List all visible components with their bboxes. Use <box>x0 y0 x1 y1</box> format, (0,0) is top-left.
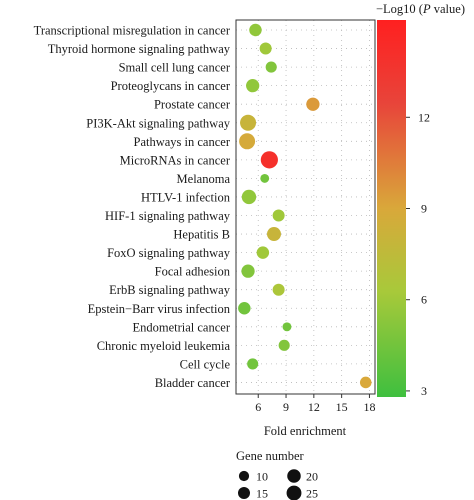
plot-frame <box>235 19 376 395</box>
data-point <box>247 358 259 370</box>
colorbar-title-suffix: value) <box>431 2 465 16</box>
colorbar-tick-label: 12 <box>418 110 430 124</box>
category-labels: Transcriptional misregulation in cancer T… <box>34 24 231 390</box>
data-point <box>259 42 272 55</box>
size-legend-label: 25 <box>306 487 318 500</box>
x-axis-title: Fold enrichment <box>264 424 347 438</box>
size-legend-marker <box>238 470 250 482</box>
category-label: Hepatitis B <box>173 228 230 242</box>
data-points <box>238 23 372 389</box>
data-point <box>272 209 285 222</box>
category-label: Prostate cancer <box>154 98 231 112</box>
data-point <box>282 322 292 332</box>
colorbar-tick-label: 6 <box>421 293 427 307</box>
category-label: MicroRNAs in cancer <box>120 153 231 167</box>
colorbar-title: −Log10 (P value) <box>376 2 465 16</box>
colorbar-tick-label: 9 <box>421 202 427 216</box>
data-point <box>359 376 372 389</box>
data-point <box>246 79 260 93</box>
data-point <box>249 23 262 37</box>
colorbar-tick-label: 3 <box>421 384 427 398</box>
colorbar-title-prefix: −Log10 ( <box>376 2 423 16</box>
colorbar <box>377 20 406 397</box>
data-point <box>241 189 257 205</box>
category-label: Transcriptional misregulation in cancer <box>34 24 231 38</box>
size-legend-marker <box>286 485 302 500</box>
category-label: PI3K-Akt signaling pathway <box>86 116 230 130</box>
category-label: Endometrial cancer <box>132 320 230 334</box>
size-legend-title: Gene number <box>236 449 305 463</box>
category-label: Thyroid hormone signaling pathway <box>48 42 231 56</box>
data-point <box>260 151 278 169</box>
data-point <box>240 114 257 131</box>
data-point <box>272 283 285 296</box>
category-label: HIF-1 signaling pathway <box>105 209 231 223</box>
category-label: Chronic myeloid leukemia <box>97 339 231 353</box>
x-tick-label: 18 <box>363 400 375 414</box>
data-point <box>306 97 320 111</box>
size-legend-label: 15 <box>256 487 268 500</box>
data-point <box>260 173 270 183</box>
category-label: HTLV-1 infection <box>141 190 231 204</box>
data-point <box>241 264 255 278</box>
data-point <box>256 246 270 259</box>
category-label: Focal adhesion <box>155 265 231 279</box>
category-label: Melanoma <box>177 172 231 186</box>
category-label: FoxO signaling pathway <box>107 246 231 260</box>
grid-lines <box>236 20 375 394</box>
category-label: Epstein−Barr virus infection <box>88 302 231 316</box>
size-legend-label: 10 <box>256 470 268 484</box>
data-point <box>265 61 277 73</box>
category-label: Bladder cancer <box>155 376 231 390</box>
data-point <box>239 133 256 150</box>
data-point <box>238 302 251 315</box>
x-tick-label: 15 <box>336 400 348 414</box>
x-tick-label: 9 <box>283 400 289 414</box>
colorbar-title-italic: P <box>422 2 431 16</box>
data-point <box>266 227 281 242</box>
category-label: Proteoglycans in cancer <box>111 79 231 93</box>
size-legend: 10 15 20 25 <box>238 469 318 500</box>
category-label: Pathways in cancer <box>134 135 231 149</box>
colorbar-ticks: 3 6 9 12 <box>406 110 430 398</box>
category-label: ErbB signaling pathway <box>109 283 231 297</box>
x-axis-ticks: 6 9 12 15 18 <box>255 394 375 414</box>
x-tick-label: 12 <box>308 400 320 414</box>
category-label: Small cell lung cancer <box>119 61 231 75</box>
x-tick-label: 6 <box>255 400 261 414</box>
data-point <box>278 339 290 351</box>
size-legend-marker <box>238 487 250 499</box>
size-legend-label: 20 <box>306 470 318 484</box>
category-label: Cell cycle <box>180 357 231 371</box>
size-legend-marker <box>287 469 301 483</box>
